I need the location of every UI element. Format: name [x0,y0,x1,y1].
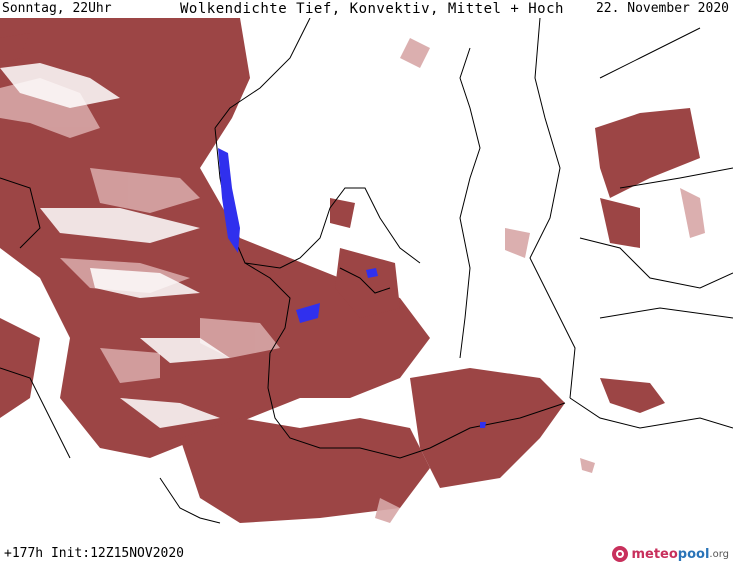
logo-part-meteo: meteo [631,546,678,562]
cloud-layer-dense [0,18,700,523]
cloud-gaps [0,63,230,428]
map-title: Wolkendichte Tief, Konvektiv, Mittel + H… [180,1,564,17]
coastlines [0,18,733,524]
forecast-date: 22. November 2020 [595,1,729,16]
meteopool-logo[interactable]: meteo pool .org [612,544,729,564]
meteopool-logo-icon [612,546,629,562]
run-info: +177h Init:12Z15NOV2020 [4,546,185,561]
cloud-density-map [0,18,733,526]
valid-time-label: Sonntag, 22Uhr [2,1,112,16]
precip-highlights [218,148,486,428]
logo-part-pool: pool [677,546,710,562]
logo-suffix: .org [709,548,729,560]
